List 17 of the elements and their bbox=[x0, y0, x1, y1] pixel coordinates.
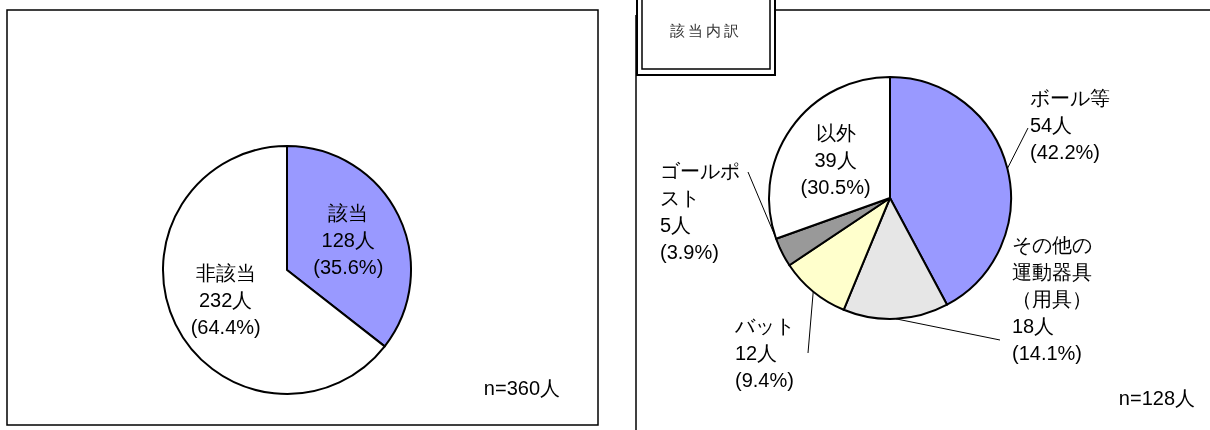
data-label: 232人 (64.4%) bbox=[190, 288, 261, 338]
data-label: 128人 (35.6%) bbox=[313, 229, 384, 279]
data-label: 18人 (14.1%) bbox=[1012, 315, 1083, 364]
slice-label: 非該当 bbox=[195, 261, 256, 284]
slice-label: バット bbox=[734, 315, 795, 337]
slice-label: ゴールポスト bbox=[660, 160, 740, 209]
data-label: 54人 (42.2%) bbox=[1030, 114, 1101, 163]
data-label: 12人 (9.4%) bbox=[735, 342, 794, 391]
text: n=360人 bbox=[483, 377, 560, 399]
slice-label: その他の運動器具（用具） bbox=[1012, 234, 1092, 310]
slice-label: 該当 bbox=[328, 202, 369, 225]
data-label: 39人 (30.5%) bbox=[800, 148, 871, 198]
slice-label: ボール等 bbox=[1030, 87, 1110, 109]
text: n=128人 bbox=[1118, 387, 1195, 409]
data-label: 5人 (3.9%) bbox=[660, 214, 719, 263]
chart-title: 該当内訳 bbox=[670, 22, 742, 39]
slice-label: 以外 bbox=[815, 121, 856, 144]
